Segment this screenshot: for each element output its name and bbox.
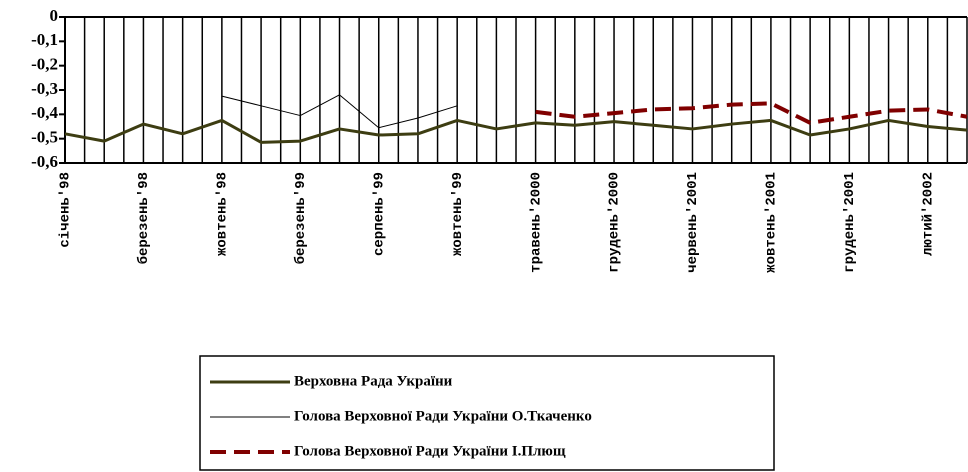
legend-label: Голова Верховної Ради України О.Ткаченко	[294, 408, 592, 424]
y-tick-label: -0,2	[31, 55, 58, 74]
series-line	[221, 94, 458, 129]
x-tick-label: жовтень'2001	[764, 172, 780, 273]
y-tick-label: 0	[50, 6, 59, 25]
x-tick-label: червень'2001	[685, 172, 701, 273]
series-line	[64, 118, 968, 144]
legend-box	[199, 355, 775, 471]
x-tick-label: грудень'2000	[607, 172, 623, 273]
x-tick-label: жовтень'98	[215, 172, 231, 256]
y-tick-label: -0,3	[31, 79, 58, 98]
series-line	[535, 101, 968, 125]
x-tick-label: травень'2000	[528, 172, 544, 273]
y-tick-label: -0,5	[31, 128, 58, 147]
x-tick-label: жовтень'99	[450, 172, 466, 256]
y-tick-label: -0,4	[31, 103, 58, 122]
legend-label: Голова Верховної Ради України І.Плющ	[294, 443, 566, 459]
x-tick-label: березень'98	[136, 172, 152, 264]
y-tick-label: -0,1	[31, 30, 58, 49]
x-tick-label: серпень'99	[371, 172, 387, 256]
x-tick-label: січень'98	[58, 172, 74, 248]
x-tick-label: лютий'2002	[920, 172, 936, 256]
x-tick-label: березень'99	[293, 172, 309, 264]
x-tick-label: грудень'2001	[842, 172, 858, 273]
y-tick-label: -0,6	[31, 152, 58, 171]
legend-label: Верховна Рада України	[294, 373, 453, 389]
